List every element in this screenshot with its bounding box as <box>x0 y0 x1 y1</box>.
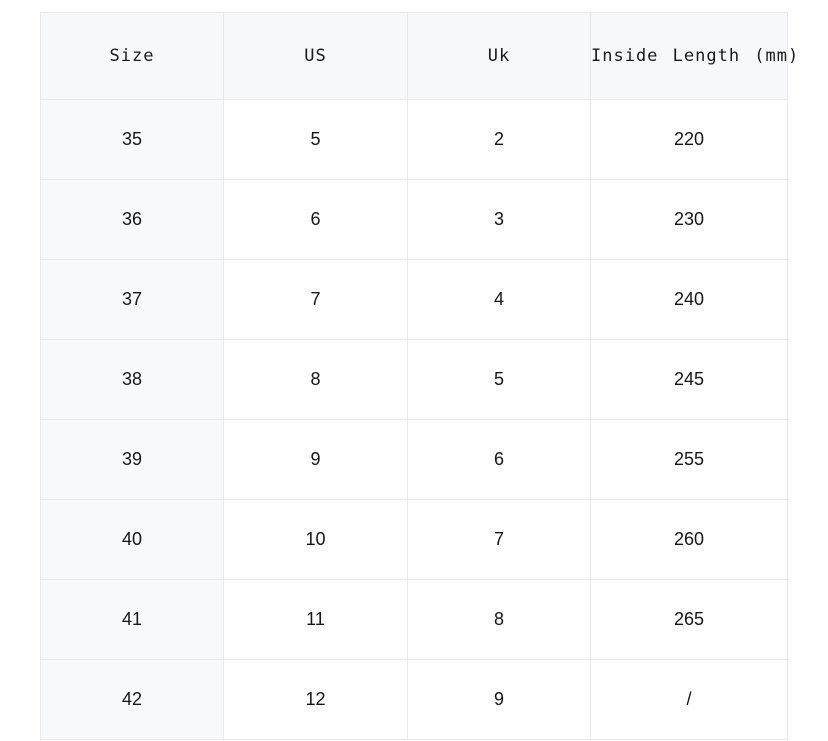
cell-us: 5 <box>223 99 408 180</box>
cell-inside-length: 230 <box>590 179 788 260</box>
cell-inside-length: 265 <box>590 579 788 660</box>
cell-us: 7 <box>223 259 408 340</box>
cell-inside-length: 255 <box>590 419 788 500</box>
cell-size: 41 <box>40 579 224 660</box>
cell-inside-length: / <box>590 659 788 740</box>
cell-uk: 7 <box>407 499 591 580</box>
cell-size: 35 <box>40 99 224 180</box>
header-cell-inside-length: Inside Length (mm) <box>590 12 798 100</box>
cell-inside-length: 240 <box>590 259 788 340</box>
table-row: 41 11 8 265 <box>40 579 788 660</box>
header-cell-size: Size <box>40 12 224 100</box>
cell-us: 8 <box>223 339 408 420</box>
header-cell-us: US <box>223 12 408 100</box>
table-row: 35 5 2 220 <box>40 99 788 180</box>
table-row: 39 9 6 255 <box>40 419 788 500</box>
cell-size: 39 <box>40 419 224 500</box>
cell-us: 11 <box>223 579 408 660</box>
cell-inside-length: 220 <box>590 99 788 180</box>
cell-size: 42 <box>40 659 224 740</box>
table-row: 38 8 5 245 <box>40 339 788 420</box>
cell-uk: 8 <box>407 579 591 660</box>
cell-size: 36 <box>40 179 224 260</box>
size-conversion-table: Size US Uk Inside Length (mm) 35 5 2 220… <box>40 12 798 740</box>
cell-us: 12 <box>223 659 408 740</box>
cell-uk: 2 <box>407 99 591 180</box>
cell-uk: 3 <box>407 179 591 260</box>
table-row: 42 12 9 / <box>40 659 788 740</box>
cell-uk: 5 <box>407 339 591 420</box>
table-row: 36 6 3 230 <box>40 179 788 260</box>
cell-us: 6 <box>223 179 408 260</box>
header-cell-uk: Uk <box>407 12 591 100</box>
cell-us: 10 <box>223 499 408 580</box>
header-row: Size US Uk Inside Length (mm) <box>40 12 798 100</box>
cell-size: 38 <box>40 339 224 420</box>
table-row: 40 10 7 260 <box>40 499 788 580</box>
table-row: 37 7 4 240 <box>40 259 788 340</box>
cell-size: 40 <box>40 499 224 580</box>
cell-uk: 9 <box>407 659 591 740</box>
cell-us: 9 <box>223 419 408 500</box>
cell-uk: 4 <box>407 259 591 340</box>
cell-uk: 6 <box>407 419 591 500</box>
cell-inside-length: 260 <box>590 499 788 580</box>
cell-inside-length: 245 <box>590 339 788 420</box>
cell-size: 37 <box>40 259 224 340</box>
